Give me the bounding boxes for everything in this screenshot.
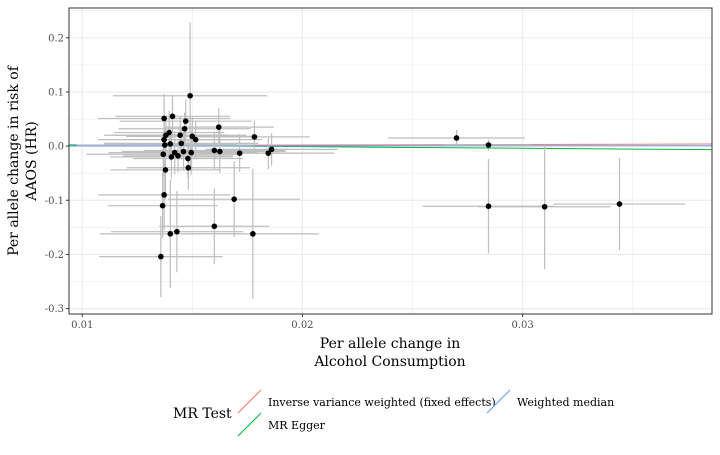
x-tick-label: 0.01 [71, 320, 93, 331]
data-point-20 [182, 126, 188, 132]
y-tick-label: -0.1 [45, 196, 64, 207]
data-point-9 [166, 130, 172, 136]
data-point-10 [167, 141, 173, 147]
data-point-28 [212, 148, 218, 154]
data-point-5 [162, 142, 168, 148]
data-point-0 [158, 254, 164, 260]
legend-key-weighted-median: Weighted median [487, 390, 614, 413]
data-point-37 [269, 147, 275, 153]
legend-label-ivw: Inverse variance weighted (fixed effects… [268, 396, 496, 409]
data-point-34 [250, 231, 256, 237]
legend: MR Test Inverse variance weighted (fixed… [173, 390, 614, 436]
legend-title: MR Test [173, 406, 232, 422]
data-point-33 [237, 150, 243, 156]
data-point-1 [160, 203, 166, 209]
data-point-16 [175, 153, 181, 159]
y-tick-label: -0.3 [45, 304, 64, 315]
error-bars [77, 23, 686, 299]
y-tick-label: 0.0 [48, 142, 64, 153]
data-point-27 [193, 137, 199, 143]
x-tick-label: 0.03 [511, 320, 533, 331]
x-axis-title-line-1: Per allele change in [320, 336, 460, 352]
legend-key-mr-egger-swatch [238, 413, 261, 436]
axes: 0.01 0.02 0.03 -0.3 -0.2 -0.1 0.0 0.1 0.2 [45, 33, 534, 331]
data-point-42 [617, 201, 623, 207]
x-tick-label: 0.02 [291, 320, 313, 331]
legend-key-ivw-swatch [238, 390, 261, 413]
data-point-12 [170, 114, 176, 120]
data-point-29 [212, 223, 218, 229]
data-point-18 [179, 141, 185, 147]
data-point-30 [216, 124, 222, 130]
x-axis-title-line-2: Alcohol Consumption [313, 354, 465, 370]
y-tick-label: 0.1 [48, 87, 64, 98]
data-point-19 [181, 149, 187, 155]
data-point-13 [167, 231, 173, 237]
data-point-32 [231, 196, 237, 202]
data-point-25 [188, 150, 194, 156]
data-point-23 [186, 165, 192, 171]
y-tick-label: 0.2 [48, 33, 64, 44]
data-point-21 [183, 118, 189, 124]
y-axis-title-line-2: AAOS (HR) [24, 121, 40, 201]
data-point-41 [542, 204, 548, 210]
y-axis-title-line-1: Per allele change in risk of [6, 64, 22, 256]
data-point-2 [161, 192, 167, 198]
y-tick-label: -0.2 [45, 250, 64, 261]
data-point-22 [185, 156, 191, 162]
legend-label-weighted-median: Weighted median [517, 396, 614, 409]
legend-key-ivw: Inverse variance weighted (fixed effects… [238, 390, 496, 413]
data-point-40 [486, 203, 492, 209]
data-point-24 [187, 93, 193, 99]
data-point-4 [160, 151, 166, 157]
data-point-14 [174, 229, 180, 235]
data-point-35 [252, 134, 258, 140]
data-point-8 [161, 116, 167, 122]
data-point-38 [454, 135, 460, 141]
data-point-17 [177, 132, 183, 138]
legend-key-mr-egger: MR Egger [238, 413, 326, 436]
data-point-3 [163, 167, 169, 173]
legend-label-mr-egger: MR Egger [268, 419, 326, 432]
data-point-39 [486, 142, 492, 148]
data-point-31 [217, 149, 223, 155]
